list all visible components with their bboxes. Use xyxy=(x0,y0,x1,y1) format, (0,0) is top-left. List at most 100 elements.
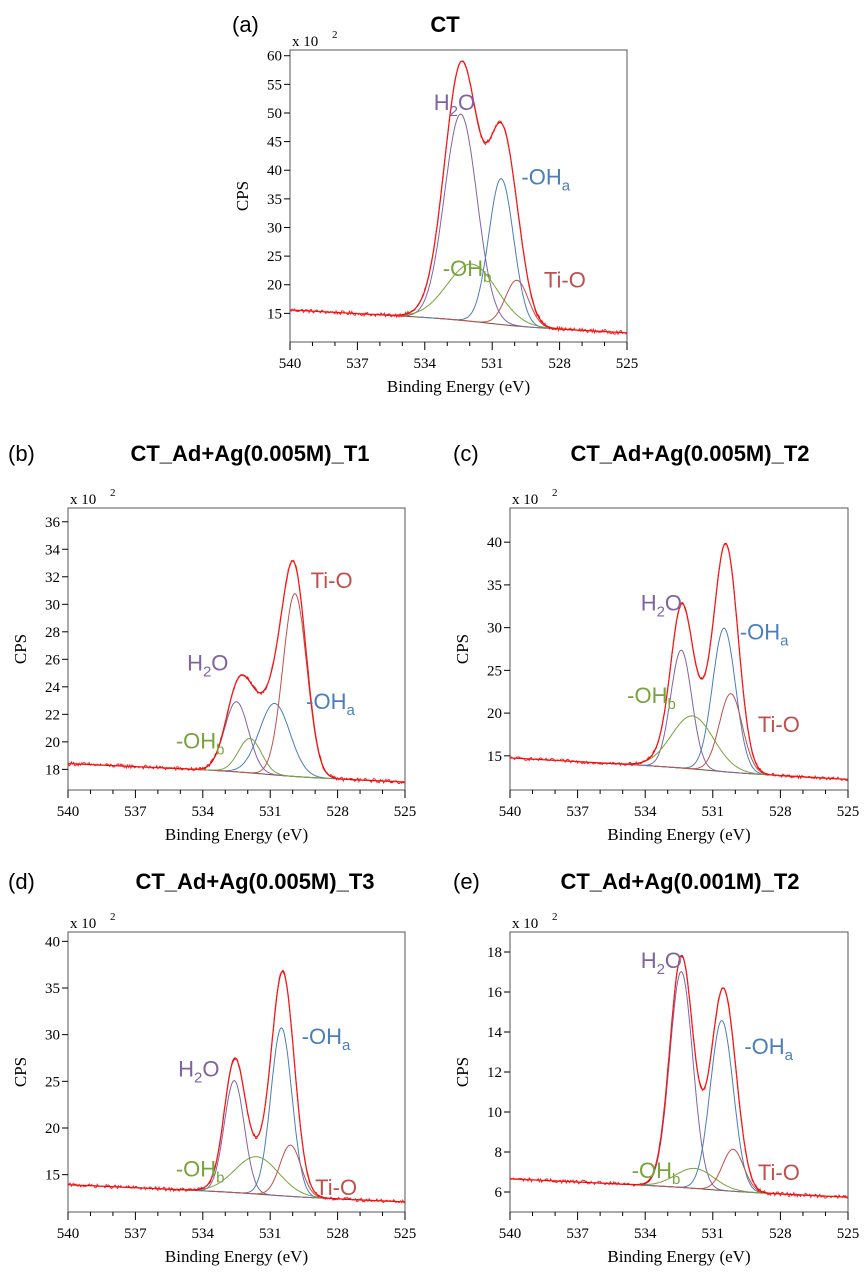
x-tick-label: 537 xyxy=(566,1226,589,1242)
raw-spectrum-line xyxy=(68,969,405,1204)
x-tick-label: 531 xyxy=(259,1226,282,1242)
chart-title: CT_Ad+Ag(0.005M)_T2 xyxy=(570,441,809,466)
raw-spectrum-line xyxy=(290,60,627,336)
plot-area xyxy=(510,954,848,1200)
panel-label: (e) xyxy=(453,869,480,894)
component-label-oha: -OHa xyxy=(302,1024,351,1054)
x-tick-label: 540 xyxy=(499,1226,522,1242)
component-label-ohb: -OHb xyxy=(632,1158,681,1188)
component-oha-line xyxy=(200,1027,363,1201)
plot-area xyxy=(68,559,405,785)
y-tick-label: 20 xyxy=(267,278,282,294)
chart-title: CT_Ad+Ag(0.005M)_T1 xyxy=(130,441,369,466)
y-tick-label: 30 xyxy=(487,621,502,637)
label-subscript: a xyxy=(346,702,355,719)
label-subscript: b xyxy=(672,1171,680,1188)
xps-panel-e: (e) CT_Ad+Ag(0.001M)_T2 540 537 534 531 528 525… xyxy=(453,869,859,1266)
x-tick-label: 534 xyxy=(414,356,437,372)
y-tick-label: 15 xyxy=(487,749,502,765)
y-tick-label: 40 xyxy=(487,535,502,551)
y-tick-label: 24 xyxy=(45,680,61,696)
y-tick-label: 30 xyxy=(45,597,60,613)
component-label-tio: Ti-O xyxy=(315,1175,357,1200)
label-tail: O xyxy=(665,948,682,973)
x-tick-label: 531 xyxy=(481,356,504,372)
plot-area xyxy=(68,969,405,1204)
y-tick-label: 16 xyxy=(487,985,503,1001)
label-main: -OH xyxy=(744,1034,784,1059)
y-tick-label: 40 xyxy=(267,163,282,179)
label-main: H xyxy=(641,948,657,973)
y-axis-label: CPS xyxy=(453,634,472,664)
y-tick-label: 6 xyxy=(495,1185,503,1201)
label-subscript: a xyxy=(785,1047,794,1064)
y-scale-label: x 10 xyxy=(70,492,96,508)
x-tick-label: 531 xyxy=(702,804,725,820)
label-subscript: a xyxy=(562,178,571,195)
xps-panel-a: (a) CT 540 537 534 531 528 525 15 20 25 30 35 40 45 50 5… xyxy=(232,12,638,396)
chart-title: CT_Ad+Ag(0.005M)_T3 xyxy=(135,869,374,894)
panel-label: (b) xyxy=(8,441,35,466)
plot-frame xyxy=(67,931,406,1213)
y-axis-label: CPS xyxy=(11,1057,30,1087)
x-tick-label: 525 xyxy=(394,1226,417,1242)
y-tick-label: 20 xyxy=(45,1121,60,1137)
component-h2o-line xyxy=(600,649,763,775)
label-main: -OH xyxy=(302,1024,342,1049)
y-tick-label: 28 xyxy=(45,625,60,641)
x-tick-label: 540 xyxy=(499,804,522,820)
x-axis-label: Binding Energy (eV) xyxy=(165,1247,308,1266)
x-tick-label: 528 xyxy=(769,1226,792,1242)
chart-title: CT xyxy=(430,12,460,37)
x-tick-label: 537 xyxy=(124,1226,147,1242)
y-tick-label: 25 xyxy=(45,1074,60,1090)
label-subscript: a xyxy=(780,633,789,650)
label-main: Ti-O xyxy=(758,1160,800,1185)
y-tick-label: 18 xyxy=(487,945,502,961)
y-axis-label: CPS xyxy=(233,181,252,211)
xps-panel-c: (c) CT_Ad+Ag(0.005M)_T2 540 537 534 531 528 525… xyxy=(453,441,859,844)
y-tick-label: 14 xyxy=(487,1025,503,1041)
x-tick-label: 531 xyxy=(259,804,282,820)
label-main: H xyxy=(641,591,657,616)
label-main: Ti-O xyxy=(758,712,800,737)
raw-spectrum-line xyxy=(510,956,848,1200)
component-label-ohb: -OHb xyxy=(443,256,492,286)
label-main: -OH xyxy=(521,165,561,190)
y-tick-label: 55 xyxy=(267,77,282,93)
y-tick-label: 40 xyxy=(45,934,60,950)
y-tick-label: 45 xyxy=(267,135,282,151)
label-tail: O xyxy=(211,650,228,675)
component-label-h2o: H2O xyxy=(434,90,475,120)
y-tick-label: 20 xyxy=(45,735,60,751)
x-tick-label: 525 xyxy=(837,1226,860,1242)
label-subscript: 2 xyxy=(657,961,665,978)
plot-area xyxy=(510,542,848,782)
x-tick-label: 540 xyxy=(279,356,302,372)
component-label-ohb: -OHb xyxy=(176,1157,225,1187)
label-main: Ti-O xyxy=(544,268,586,293)
y-tick-label: 36 xyxy=(45,515,61,531)
plot-frame xyxy=(67,507,406,791)
component-ohb-line xyxy=(175,1156,338,1200)
label-subscript: 2 xyxy=(657,604,665,621)
y-scale-exponent: 2 xyxy=(332,29,338,41)
plot-frame xyxy=(289,49,628,343)
y-tick-label: 26 xyxy=(45,652,61,668)
label-main: -OH xyxy=(176,729,216,754)
label-main: -OH xyxy=(176,1157,216,1182)
panel-label: (c) xyxy=(453,441,479,466)
x-tick-label: 540 xyxy=(57,1226,80,1242)
x-tick-label: 534 xyxy=(634,1226,657,1242)
panel-label: (d) xyxy=(8,869,35,894)
label-tail: O xyxy=(665,591,682,616)
y-tick-label: 25 xyxy=(487,663,502,679)
component-label-oha: -OHa xyxy=(521,165,570,195)
label-subscript: b xyxy=(216,742,224,759)
y-tick-label: 20 xyxy=(487,706,502,722)
label-subscript: 2 xyxy=(203,663,211,680)
x-axis-label: Binding Energy (eV) xyxy=(607,1247,750,1266)
component-label-h2o: H2O xyxy=(178,1057,219,1087)
component-label-ohb: -OHb xyxy=(627,683,676,713)
y-tick-label: 35 xyxy=(267,192,282,208)
